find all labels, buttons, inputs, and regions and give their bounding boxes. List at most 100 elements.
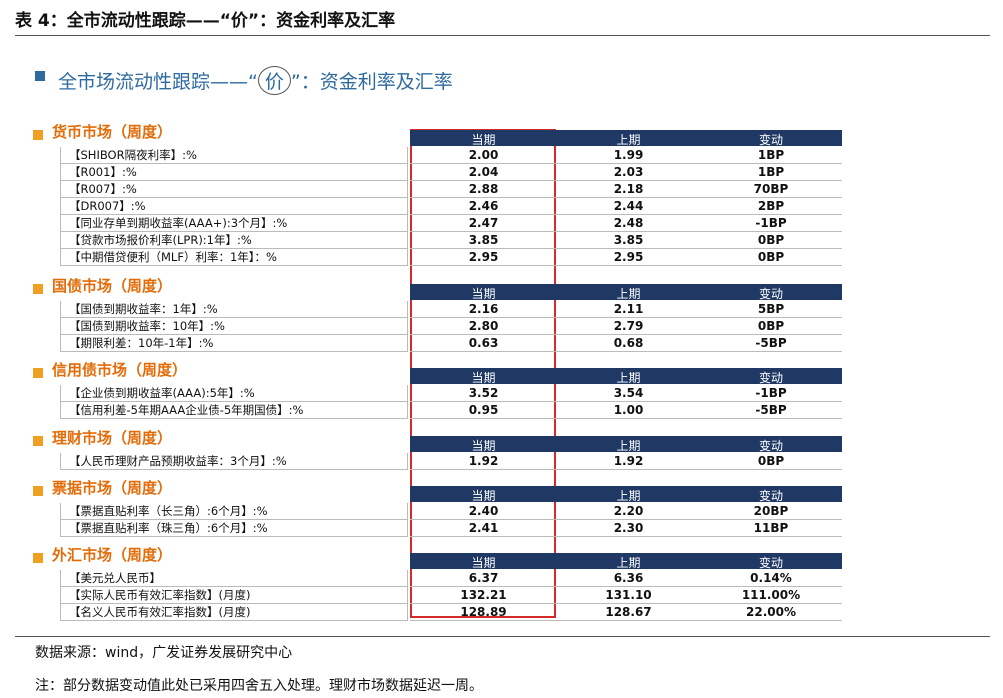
cell-value: 2.79	[557, 318, 700, 335]
cell-value: 2.20	[557, 503, 700, 520]
cell-value: 11BP	[700, 520, 842, 537]
note: 注：部分数据变动值此处已采用四舍五入处理。理财市场数据延迟一周。	[35, 678, 483, 694]
divider	[15, 35, 990, 36]
cell-value: 2.04	[410, 164, 557, 181]
cell-value: 1.92	[557, 453, 700, 470]
cell-value: -5BP	[700, 335, 842, 352]
cell-value: 0BP	[700, 249, 842, 266]
row-label: 【人民币理财产品预期收益率：3个月】:%	[60, 453, 408, 470]
section-bullet	[33, 553, 43, 563]
column-header: 当期	[410, 486, 557, 503]
section-title: 国债市场（周度）	[52, 277, 173, 295]
cell-value: 2.03	[557, 164, 700, 181]
cell-value: 0.68	[557, 335, 700, 352]
cell-value: 70BP	[700, 181, 842, 198]
cell-value: 0.14%	[700, 570, 842, 587]
cell-value: 2.00	[410, 147, 557, 164]
row-label: 【名义人民币有效汇率指数】(月度)	[60, 604, 408, 621]
section-bullet	[33, 368, 43, 378]
cell-value: 6.36	[557, 570, 700, 587]
column-header: 上期	[557, 284, 700, 301]
cell-value: 3.85	[410, 232, 557, 249]
column-header: 当期	[410, 553, 557, 570]
cell-value: 2.11	[557, 301, 700, 318]
cell-value: 20BP	[700, 503, 842, 520]
cell-value: 1.92	[410, 453, 557, 470]
subtitle: 全市场流动性跟踪——“ 价 ”：资金利率及汇率	[58, 66, 453, 95]
section-bullet	[33, 284, 43, 294]
section-bullet	[33, 486, 43, 496]
section-title: 信用债市场（周度）	[52, 361, 188, 379]
subtitle-prefix: 全市场流动性跟踪——“	[58, 71, 258, 93]
row-label: 【美元兑人民币】	[60, 570, 408, 587]
cell-value: 2.41	[410, 520, 557, 537]
cell-value: -1BP	[700, 215, 842, 232]
row-label: 【贷款市场报价利率(LPR):1年】:%	[60, 232, 408, 249]
cell-value: 2.18	[557, 181, 700, 198]
column-header: 当期	[410, 130, 557, 147]
row-label: 【国债到期收益率：1年】:%	[60, 301, 408, 318]
cell-value: 128.89	[410, 604, 557, 621]
table-title: 表 4：全市流动性跟踪——“价”：资金利率及汇率	[15, 11, 396, 31]
cell-value: -1BP	[700, 385, 842, 402]
column-header: 变动	[700, 368, 842, 385]
cell-value: 1BP	[700, 147, 842, 164]
row-label: 【中期借贷便利（MLF）利率：1年】：%	[60, 249, 408, 266]
cell-value: 2.80	[410, 318, 557, 335]
column-header: 上期	[557, 553, 700, 570]
cell-value: 22.00%	[700, 604, 842, 621]
subtitle-suffix: ”：资金利率及汇率	[290, 71, 453, 93]
cell-value: 0.95	[410, 402, 557, 419]
column-header: 当期	[410, 284, 557, 301]
cell-value: 131.10	[557, 587, 700, 604]
column-header: 上期	[557, 436, 700, 453]
row-label: 【R007】:%	[60, 181, 408, 198]
cell-value: 0BP	[700, 232, 842, 249]
column-header: 当期	[410, 436, 557, 453]
cell-value: 2.48	[557, 215, 700, 232]
cell-value: 1BP	[700, 164, 842, 181]
cell-value: 2.46	[410, 198, 557, 215]
section-title: 票据市场（周度）	[52, 479, 173, 497]
section-title: 理财市场（周度）	[52, 429, 173, 447]
row-label: 【票据直贴利率（长三角）:6个月】:%	[60, 503, 408, 520]
cell-value: 6.37	[410, 570, 557, 587]
cell-value: -5BP	[700, 402, 842, 419]
source: 数据来源：wind，广发证券发展研究中心	[35, 645, 293, 661]
row-label: 【国债到期收益率：10年】:%	[60, 318, 408, 335]
cell-value: 2.95	[557, 249, 700, 266]
row-label: 【R001】:%	[60, 164, 408, 181]
row-label: 【信用利差-5年期AAA企业债-5年期国债】:%	[60, 402, 408, 419]
cell-value: 2.47	[410, 215, 557, 232]
cell-value: 128.67	[557, 604, 700, 621]
column-header: 上期	[557, 486, 700, 503]
column-header: 变动	[700, 130, 842, 147]
section-bullet	[33, 436, 43, 446]
bullet	[35, 71, 45, 81]
cell-value: 2.40	[410, 503, 557, 520]
cell-value: 111.00%	[700, 587, 842, 604]
cell-value: 3.85	[557, 232, 700, 249]
column-header: 上期	[557, 130, 700, 147]
row-label: 【票据直贴利率（珠三角）:6个月】:%	[60, 520, 408, 537]
cell-value: 0BP	[700, 453, 842, 470]
column-header: 当期	[410, 368, 557, 385]
row-label: 【同业存单到期收益率(AAA+):3个月】:%	[60, 215, 408, 232]
row-label: 【实际人民币有效汇率指数】(月度)	[60, 587, 408, 604]
row-label: 【SHIBOR隔夜利率】:%	[60, 147, 408, 164]
cell-value: 3.52	[410, 385, 557, 402]
cell-value: 2.16	[410, 301, 557, 318]
divider	[15, 636, 990, 637]
cell-value: 1.00	[557, 402, 700, 419]
section-bullet	[33, 130, 43, 140]
row-label: 【企业债到期收益率(AAA):5年】:%	[60, 385, 408, 402]
cell-value: 3.54	[557, 385, 700, 402]
subtitle-highlight: 价	[257, 66, 291, 95]
cell-value: 0.63	[410, 335, 557, 352]
column-header: 变动	[700, 436, 842, 453]
column-header: 变动	[700, 553, 842, 570]
cell-value: 2.88	[410, 181, 557, 198]
cell-value: 5BP	[700, 301, 842, 318]
column-header: 上期	[557, 368, 700, 385]
cell-value: 2BP	[700, 198, 842, 215]
